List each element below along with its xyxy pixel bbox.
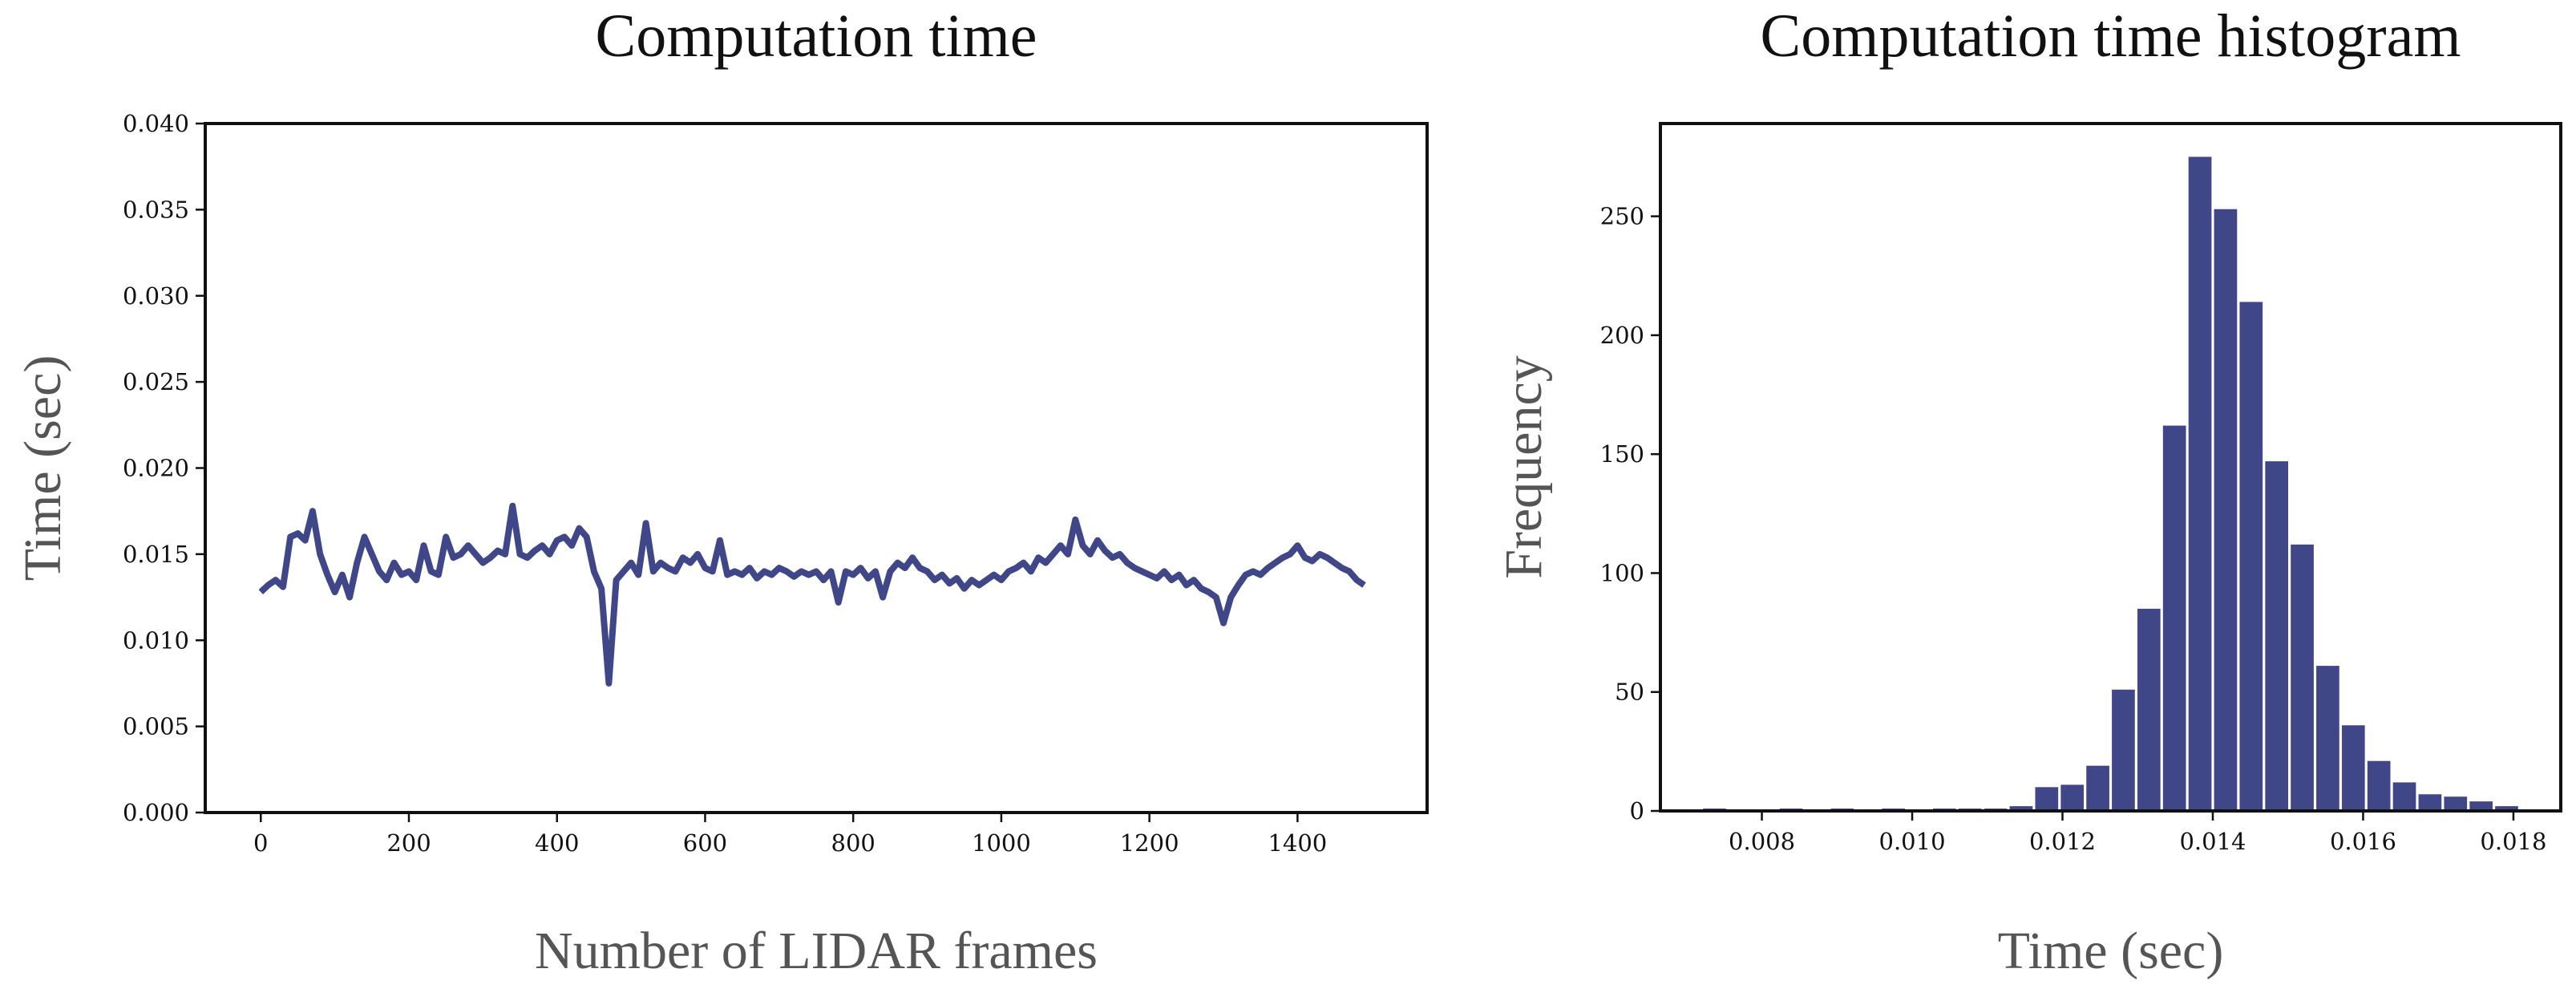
bar xyxy=(2188,156,2212,811)
bar xyxy=(2214,209,2238,811)
x-tick-label: 800 xyxy=(831,829,876,857)
plot-frame xyxy=(204,122,1429,814)
x-tick-label: 0.016 xyxy=(2330,828,2396,855)
y-tick-label: 0.010 xyxy=(123,626,189,654)
y-tick-label: 0.025 xyxy=(123,368,189,395)
x-tick-label: 0.010 xyxy=(1879,828,1946,855)
chart-title: Computation time xyxy=(596,2,1037,70)
x-tick-label: 1400 xyxy=(1268,829,1327,857)
y-tick-label: 0 xyxy=(1630,797,1644,825)
bar xyxy=(2392,782,2416,811)
chart-title: Computation time histogram xyxy=(1761,2,2461,70)
y-axis-label: Time (sec) xyxy=(14,355,72,582)
y-tick-label: 100 xyxy=(1600,559,1644,586)
bar xyxy=(2035,787,2059,811)
x-tick-label: 0.018 xyxy=(2480,828,2546,855)
x-tick-label: 600 xyxy=(683,829,727,857)
bar xyxy=(2086,765,2109,811)
bar xyxy=(2367,760,2391,811)
y-tick-label: 0.035 xyxy=(123,196,189,223)
y-tick-label: 0.015 xyxy=(123,541,189,568)
chart: Computation time histogram Time (sec) Freq… xyxy=(1494,2,2562,980)
bar xyxy=(2060,784,2085,811)
x-axis-label: Time (sec) xyxy=(1998,922,2224,980)
x-tick-label: 0.012 xyxy=(2029,828,2096,855)
bar xyxy=(2162,425,2186,811)
bar xyxy=(2469,801,2493,811)
y-tick-label: 0.005 xyxy=(123,713,189,740)
bar xyxy=(2265,461,2289,811)
x-tick-label: 0.008 xyxy=(1729,828,1795,855)
bar xyxy=(2112,689,2135,811)
line-series xyxy=(258,502,1366,687)
x-axis-label: Number of LIDAR frames xyxy=(535,922,1098,980)
y-axis-label: Frequency xyxy=(1494,355,1553,579)
y-tick-label: 0.000 xyxy=(123,799,189,826)
x-tick-label: 0.014 xyxy=(2179,828,2246,855)
x-tick-label: 200 xyxy=(386,829,431,857)
bar xyxy=(2009,806,2033,811)
y-tick-label: 0.040 xyxy=(123,110,189,137)
x-tick-label: 1200 xyxy=(1120,829,1179,857)
bar xyxy=(2495,806,2518,811)
x-tick-label: 400 xyxy=(535,829,579,857)
y-tick-label: 0.030 xyxy=(123,282,189,310)
y-tick-label: 250 xyxy=(1600,203,1644,230)
bar xyxy=(2444,796,2468,811)
x-tick-label: 1000 xyxy=(972,829,1031,857)
bar xyxy=(2137,608,2161,811)
bar xyxy=(2341,725,2365,811)
y-tick-label: 0.020 xyxy=(123,455,189,482)
bar xyxy=(2239,302,2263,811)
y-tick-label: 50 xyxy=(1615,679,1644,706)
bar xyxy=(2418,794,2442,811)
y-tick-label: 200 xyxy=(1600,322,1644,349)
bar xyxy=(2291,544,2314,811)
y-tick-label: 150 xyxy=(1600,440,1644,468)
plot-frame xyxy=(1659,122,2562,813)
bar xyxy=(2316,666,2339,811)
x-tick-label: 0 xyxy=(253,829,268,857)
chart: Computation time Number of LIDAR frames Ti… xyxy=(14,2,1429,980)
